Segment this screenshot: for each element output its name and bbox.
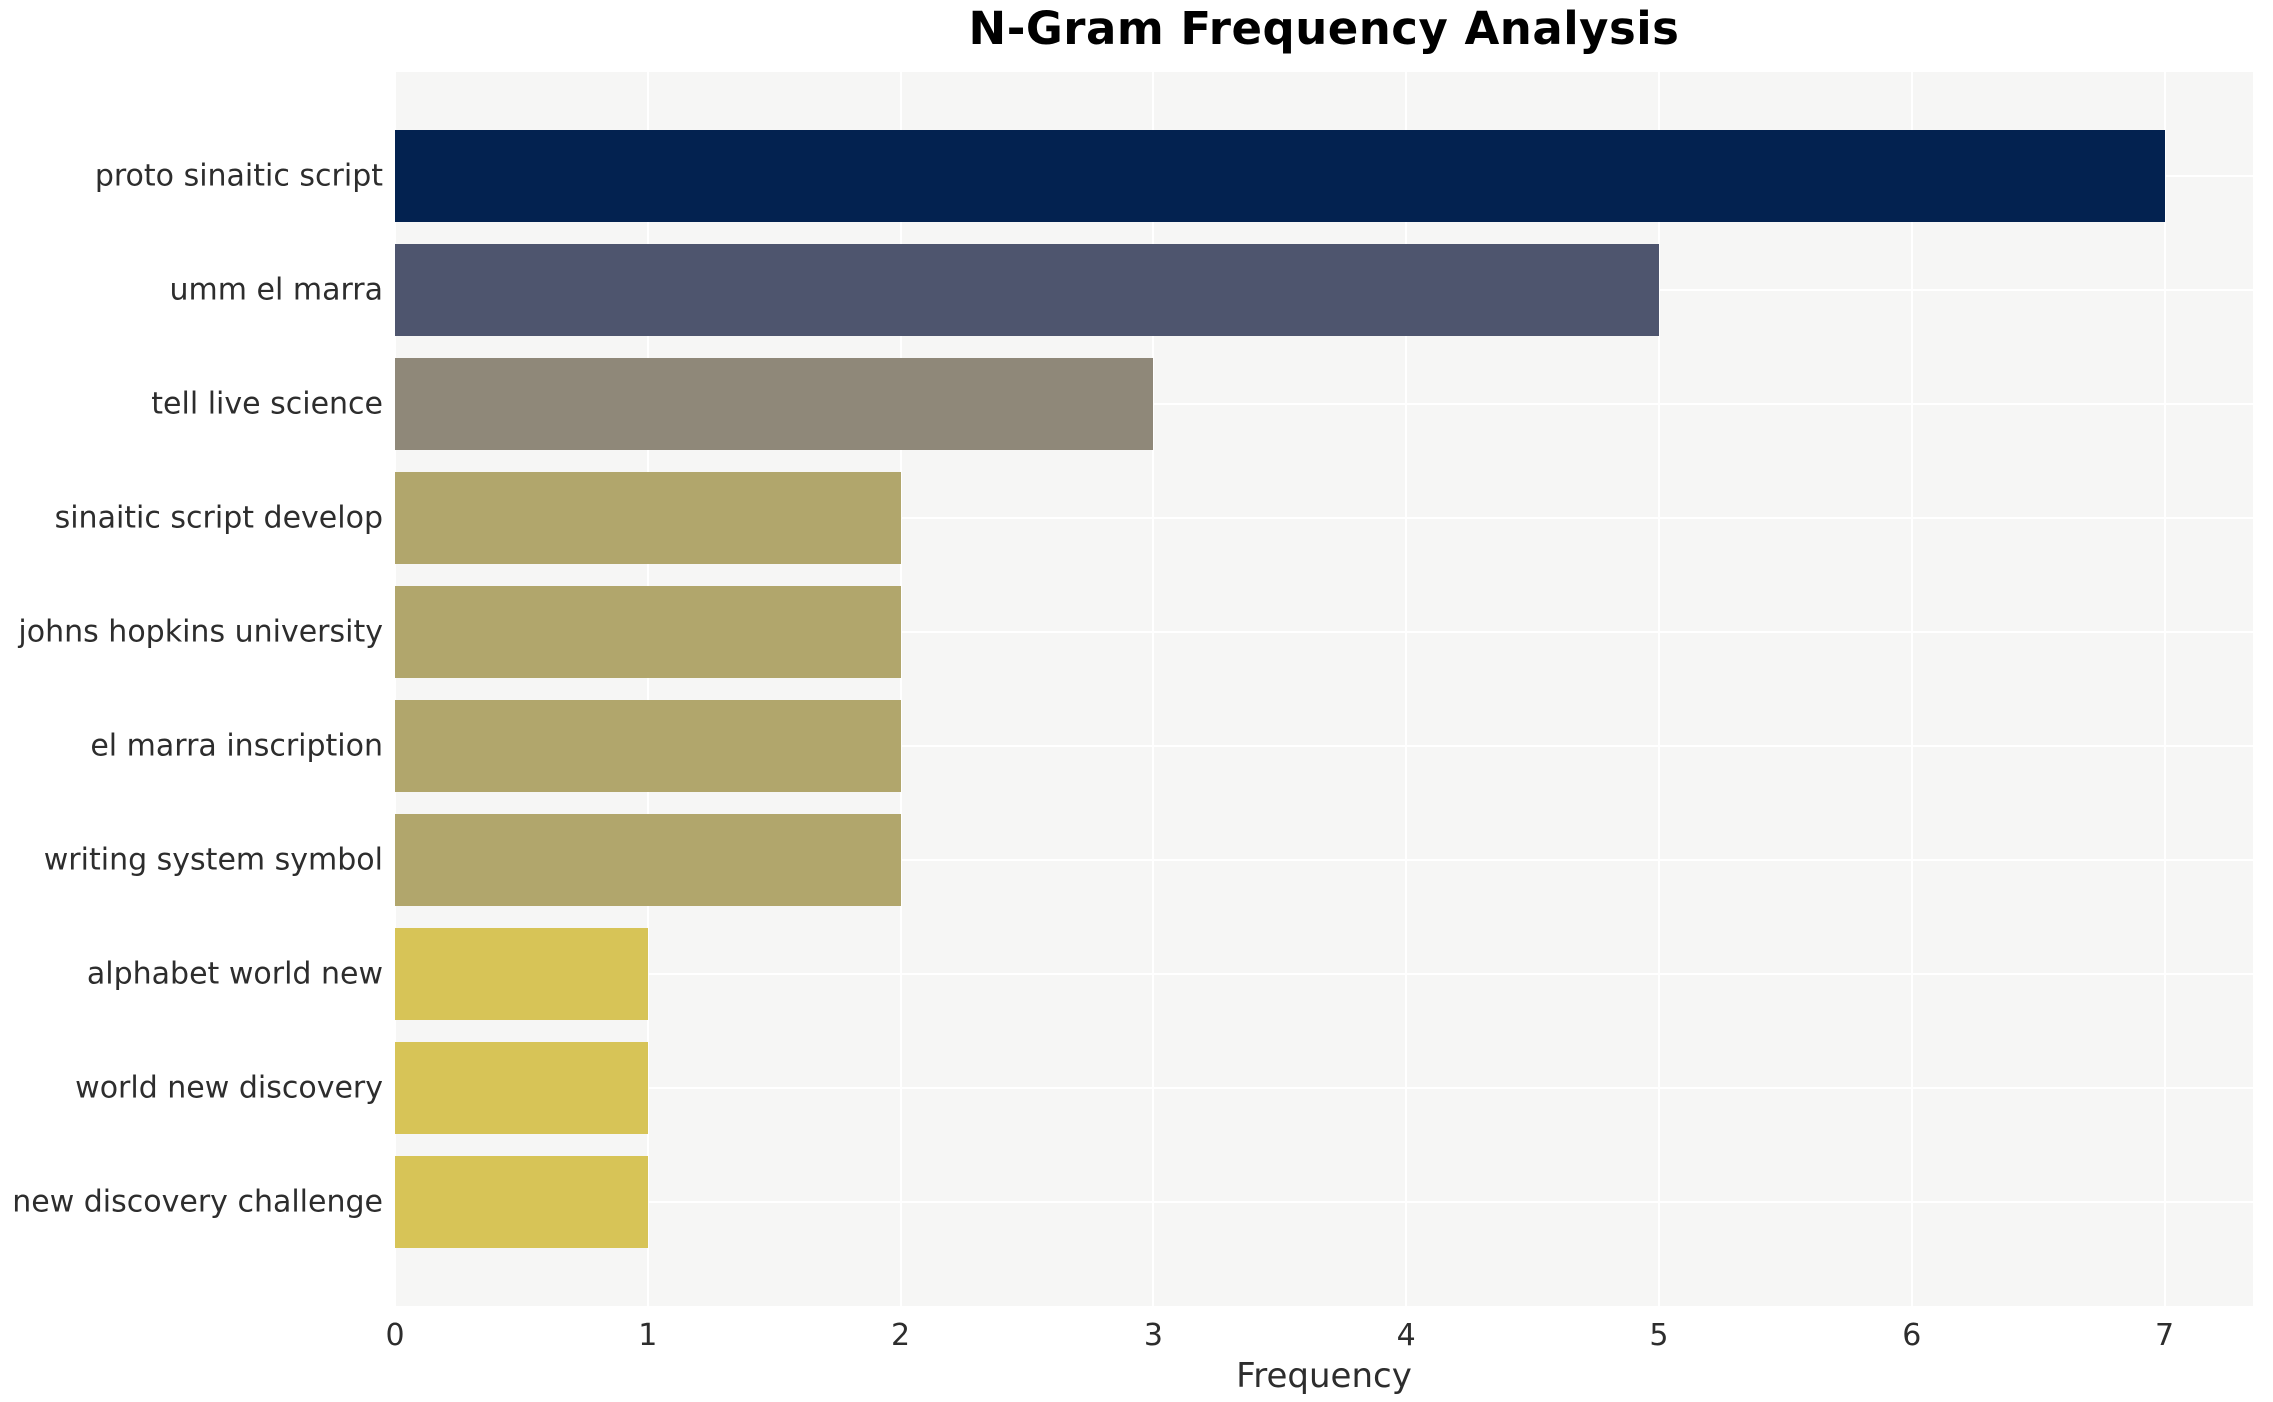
gridline-y	[395, 1087, 2253, 1089]
y-tick-label: johns hopkins university	[18, 614, 383, 650]
y-tick-label: umm el marra	[169, 272, 383, 308]
x-tick-label: 0	[385, 1318, 405, 1353]
gridline-y	[395, 517, 2253, 519]
gridline-y	[395, 1201, 2253, 1203]
x-tick-label: 7	[2154, 1318, 2175, 1353]
x-tick-label: 1	[638, 1318, 658, 1353]
y-tick-label: writing system symbol	[43, 842, 383, 878]
x-axis-label: Frequency	[1236, 1356, 1412, 1396]
bar	[395, 700, 901, 792]
bar	[395, 928, 648, 1020]
y-tick-label: new discovery challenge	[12, 1184, 383, 1220]
bar	[395, 244, 1659, 336]
gridline-y	[395, 745, 2253, 747]
y-tick-label: tell live science	[151, 386, 383, 422]
bar	[395, 130, 2165, 222]
bar	[395, 1156, 648, 1248]
gridline-y	[395, 859, 2253, 861]
y-tick-label: world new discovery	[75, 1070, 383, 1106]
gridline-y	[395, 973, 2253, 975]
x-tick-label: 3	[1143, 1318, 1163, 1353]
x-tick-label: 6	[1902, 1318, 1922, 1353]
gridline-y	[395, 403, 2253, 405]
bar	[395, 586, 901, 678]
y-tick-label: el marra inscription	[90, 728, 383, 764]
gridline-x	[1657, 72, 1660, 1306]
gridline-y	[395, 631, 2253, 633]
bar	[395, 1042, 648, 1134]
gridline-x	[1910, 72, 1913, 1306]
chart-title: N-Gram Frequency Analysis	[968, 2, 1680, 55]
x-tick-label: 2	[891, 1318, 911, 1353]
plot-area	[394, 72, 2253, 1306]
bar	[395, 358, 1154, 450]
y-tick-label: proto sinaitic script	[94, 158, 383, 194]
gridline-x	[2163, 72, 2166, 1306]
gridline-x	[899, 72, 902, 1306]
x-tick-label: 4	[1396, 1318, 1416, 1353]
gridline-x	[394, 72, 396, 1306]
bar	[395, 472, 901, 564]
gridline-x	[1152, 72, 1155, 1306]
gridline-x	[646, 72, 649, 1306]
gridline-x	[1405, 72, 1408, 1306]
y-tick-label: alphabet world new	[86, 956, 383, 992]
y-tick-label: sinaitic script develop	[54, 500, 383, 536]
x-tick-label: 5	[1649, 1318, 1669, 1353]
bar	[395, 814, 901, 906]
